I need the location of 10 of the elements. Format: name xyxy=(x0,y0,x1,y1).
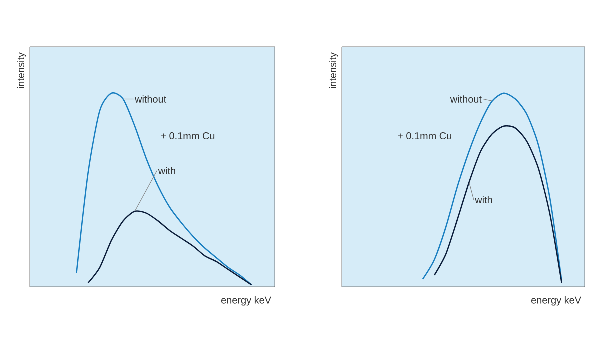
y-axis-title: intensity xyxy=(17,52,26,88)
series-label: without xyxy=(135,96,167,103)
x-axis-title: energy keV xyxy=(222,296,272,306)
text: with xyxy=(158,167,176,175)
x-axis-title: energy keV xyxy=(532,296,582,306)
annotation: + 0.1mm Cu xyxy=(161,132,215,140)
annotation: + 0.1mm Cu xyxy=(398,132,452,140)
series-label: with xyxy=(475,196,492,204)
series-label: without xyxy=(450,96,482,103)
y-axis-title: intensity xyxy=(329,52,338,88)
